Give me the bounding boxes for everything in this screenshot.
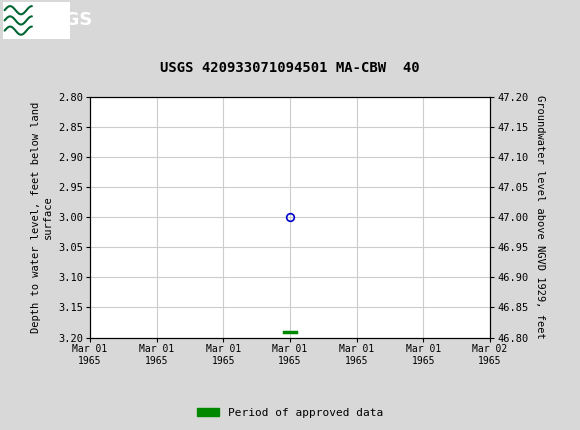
Text: USGS: USGS xyxy=(38,12,93,29)
Legend: Period of approved data: Period of approved data xyxy=(193,403,387,422)
Text: USGS 420933071094501 MA-CBW  40: USGS 420933071094501 MA-CBW 40 xyxy=(160,61,420,75)
Y-axis label: Depth to water level, feet below land
surface: Depth to water level, feet below land su… xyxy=(31,101,52,333)
Y-axis label: Groundwater level above NGVD 1929, feet: Groundwater level above NGVD 1929, feet xyxy=(535,95,545,339)
Bar xyxy=(3,2,70,39)
